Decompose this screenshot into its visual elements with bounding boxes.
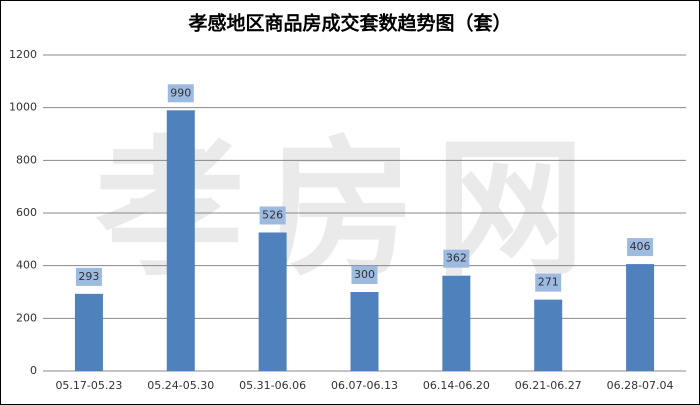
y-tick-label: 200 — [16, 311, 37, 324]
bar — [350, 292, 379, 371]
value-label: 406 — [630, 240, 651, 253]
x-tick-label: 06.07-06.13 — [331, 379, 398, 392]
value-label-box — [443, 249, 470, 268]
value-label: 362 — [446, 252, 467, 265]
value-label: 990 — [170, 86, 191, 99]
chart-title: 孝感地区商品房成交套数趋势图（套） — [188, 12, 511, 35]
value-label: 271 — [538, 276, 559, 289]
value-label-box — [75, 267, 102, 286]
y-tick-label: 1200 — [9, 48, 37, 61]
y-tick-label: 1000 — [9, 101, 37, 114]
value-label-box — [627, 238, 654, 257]
x-tick-label: 05.17-05.23 — [55, 379, 122, 392]
bar — [626, 264, 655, 371]
bar — [166, 110, 195, 372]
value-label-box — [259, 206, 286, 225]
y-tick-label: 800 — [16, 153, 37, 166]
bar — [258, 232, 287, 371]
value-label-box — [535, 273, 562, 292]
value-label: 300 — [354, 268, 375, 281]
x-tick-label: 05.31-06.06 — [239, 379, 306, 392]
value-label: 526 — [262, 208, 283, 221]
bar — [74, 293, 103, 371]
value-label-box — [167, 84, 194, 103]
bar — [442, 275, 471, 371]
x-tick-label: 06.28-07.04 — [607, 379, 674, 392]
x-tick-label: 06.14-06.20 — [423, 379, 490, 392]
x-tick-label: 06.21-06.27 — [515, 379, 582, 392]
value-label: 293 — [78, 270, 99, 283]
y-tick-label: 0 — [30, 364, 37, 377]
value-label-box — [351, 266, 378, 284]
x-tick-label: 05.24-05.30 — [147, 379, 214, 392]
bar — [534, 299, 563, 371]
y-tick-label: 600 — [16, 206, 37, 219]
y-tick-label: 400 — [16, 259, 37, 272]
